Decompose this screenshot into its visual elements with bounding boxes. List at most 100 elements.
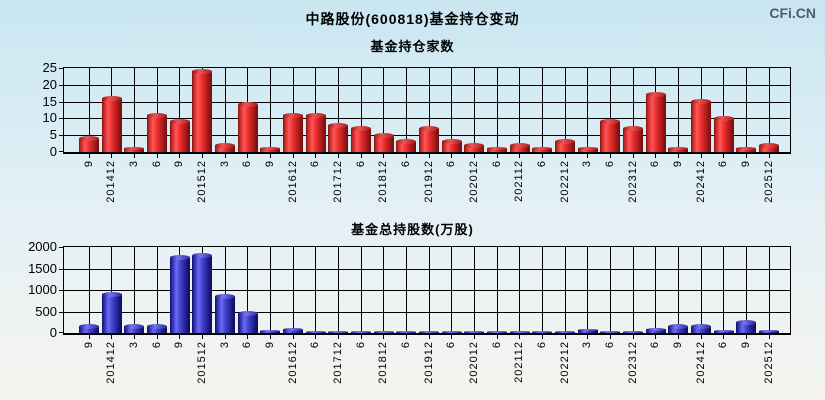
h-gridline	[64, 84, 790, 86]
y-axis-tick	[59, 311, 63, 313]
x-axis-label: 9	[173, 341, 186, 349]
x-axis-label: 6	[445, 160, 458, 168]
y-axis-label: 0	[49, 144, 57, 159]
x-axis-tick	[519, 335, 521, 339]
bar-cap	[645, 327, 666, 331]
y-axis-label: 10	[42, 110, 57, 126]
bar	[147, 324, 167, 333]
bar	[419, 330, 439, 333]
bar	[124, 324, 145, 333]
x-axis-label: 3	[127, 341, 140, 349]
bar-cap	[509, 142, 530, 148]
x-axis-tick	[677, 335, 679, 339]
bar-cap	[101, 95, 122, 101]
x-axis-label: 201712	[331, 341, 344, 384]
bar	[713, 115, 734, 152]
x-axis-label: 201412	[105, 341, 118, 384]
bar	[101, 95, 122, 152]
x-axis-label: 6	[603, 341, 616, 349]
v-gridline	[564, 247, 566, 333]
x-axis-tick	[179, 154, 181, 158]
x-axis-label: 9	[82, 341, 95, 349]
bar	[487, 330, 507, 333]
bar-cap	[645, 92, 666, 98]
bar	[600, 119, 621, 152]
v-gridline	[496, 68, 498, 152]
x-axis-tick	[496, 335, 498, 339]
v-gridline	[405, 247, 407, 333]
bar-cap	[192, 68, 213, 74]
x-axis-tick	[587, 335, 589, 339]
x-axis-label: 3	[127, 160, 140, 168]
bar-cap	[373, 132, 394, 138]
x-axis-tick	[677, 154, 679, 158]
bar-cap	[169, 119, 190, 125]
bar	[668, 147, 689, 152]
bar-cap	[283, 112, 303, 118]
v-gridline	[519, 247, 521, 333]
v-gridline	[541, 68, 543, 152]
x-axis-label: 9	[263, 341, 276, 349]
v-gridline	[473, 247, 475, 333]
x-axis-label: 201612	[286, 341, 299, 384]
bar-cap	[101, 291, 122, 297]
bar	[464, 330, 485, 333]
x-axis-tick	[224, 335, 226, 339]
x-axis-label: 202412	[694, 160, 707, 203]
v-gridline	[111, 247, 113, 333]
y-axis-label: 500	[35, 303, 57, 319]
x-axis-label: 201812	[377, 160, 390, 203]
x-axis-tick	[655, 335, 657, 339]
bar-cap	[147, 324, 167, 330]
x-axis-label: 9	[82, 160, 95, 168]
v-gridline	[451, 247, 453, 333]
bar-cap	[464, 142, 485, 148]
x-axis-label: 3	[581, 160, 594, 168]
y-axis-label: 20	[42, 76, 57, 92]
x-axis-tick	[632, 154, 634, 158]
bar	[79, 136, 99, 152]
x-axis-label: 9	[739, 341, 752, 349]
bar-cap	[691, 99, 711, 105]
v-gridline	[541, 247, 543, 333]
bar	[623, 125, 643, 152]
x-axis-label: 201412	[105, 160, 118, 203]
bar	[509, 142, 530, 152]
x-axis-label: 202212	[558, 341, 571, 384]
bar	[237, 311, 258, 333]
x-axis-tick	[564, 154, 566, 158]
bar	[691, 324, 711, 333]
x-axis-label: 202212	[558, 160, 571, 203]
bar	[305, 330, 326, 333]
v-gridline	[768, 247, 770, 333]
bar	[532, 330, 553, 333]
page-title: 中路股份(600818)基金持仓变动	[305, 11, 520, 27]
x-axis-label: 202312	[626, 341, 639, 384]
x-axis-tick	[745, 154, 747, 158]
y-axis-tick	[59, 151, 63, 152]
bar	[305, 112, 326, 152]
x-axis-label: 202012	[467, 341, 480, 384]
bar	[283, 328, 303, 333]
bar-cap	[237, 311, 258, 317]
bar	[79, 324, 99, 333]
v-gridline	[360, 247, 362, 333]
x-axis-tick	[156, 335, 158, 339]
bar-cap	[487, 330, 507, 333]
bar-cap	[736, 147, 757, 150]
x-axis-label: 202412	[694, 341, 707, 384]
v-gridline	[519, 68, 521, 152]
x-axis-tick	[428, 154, 430, 158]
x-axis-tick	[768, 154, 770, 158]
x-axis-label: 6	[490, 341, 503, 349]
x-axis-tick	[745, 335, 747, 339]
v-gridline	[133, 247, 135, 333]
v-gridline	[677, 68, 679, 152]
x-axis-label: 201512	[195, 341, 208, 384]
x-axis-tick	[768, 335, 770, 339]
x-axis-tick	[269, 154, 271, 158]
x-axis-label: 202312	[626, 160, 639, 203]
x-axis-tick	[111, 154, 113, 158]
y-axis-tick	[59, 135, 63, 137]
v-gridline	[88, 247, 90, 333]
